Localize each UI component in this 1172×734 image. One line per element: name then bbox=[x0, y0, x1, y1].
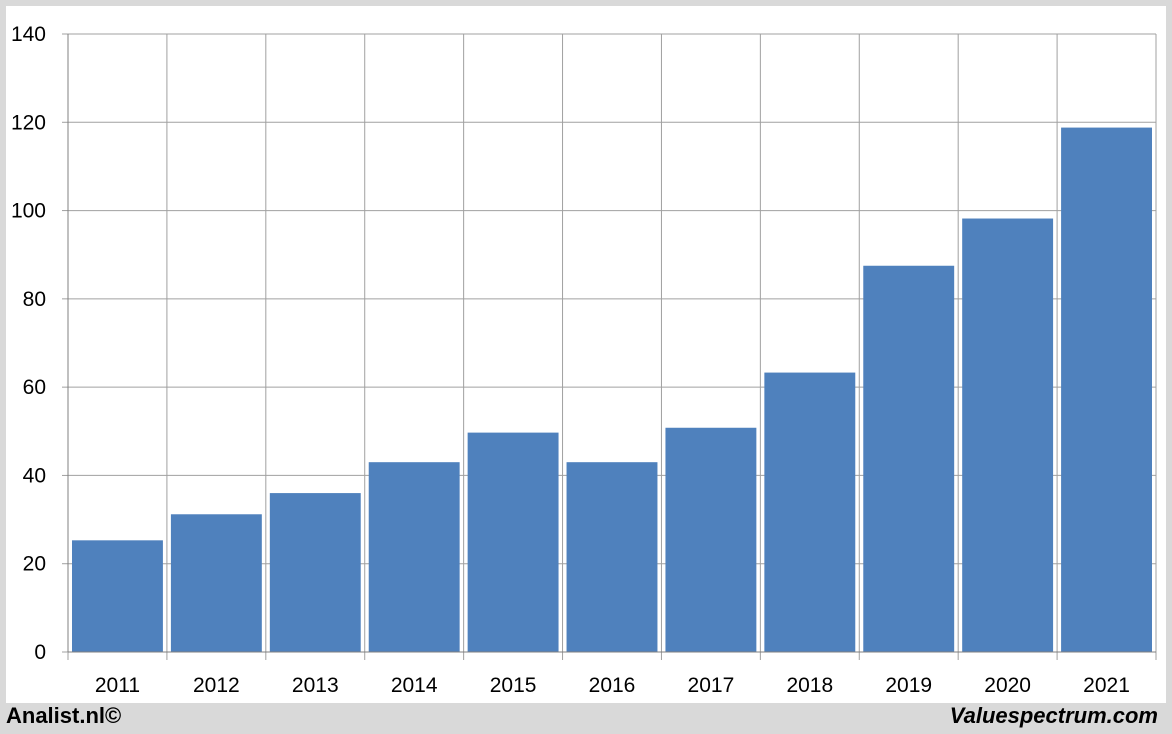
x-tick-label: 2017 bbox=[688, 674, 735, 697]
x-tick-label: 2020 bbox=[984, 674, 1031, 697]
bar-2011 bbox=[72, 540, 163, 652]
y-tick-label: 0 bbox=[34, 641, 46, 664]
y-tick-label: 100 bbox=[11, 200, 46, 223]
bar-2015 bbox=[467, 432, 559, 652]
bar-2021 bbox=[1061, 127, 1152, 652]
y-tick-label: 40 bbox=[23, 464, 46, 487]
x-tick-label: 2016 bbox=[589, 674, 636, 697]
y-tick-label: 80 bbox=[23, 288, 46, 311]
bar-2019 bbox=[863, 265, 955, 652]
bar-2014 bbox=[368, 462, 460, 652]
source-credit: Analist.nl© bbox=[6, 703, 122, 728]
x-tick-label: 2019 bbox=[885, 674, 932, 697]
y-tick-label: 60 bbox=[23, 376, 46, 399]
x-tick-label: 2015 bbox=[490, 674, 537, 697]
x-tick-label: 2018 bbox=[786, 674, 833, 697]
bar-2020 bbox=[962, 218, 1054, 652]
bar-2013 bbox=[269, 493, 361, 652]
x-tick-label: 2012 bbox=[193, 674, 240, 697]
y-tick-label: 20 bbox=[23, 553, 46, 576]
x-tick-label: 2014 bbox=[391, 674, 438, 697]
y-tick-label: 140 bbox=[11, 23, 46, 46]
bar-2017 bbox=[665, 427, 757, 652]
bar-2018 bbox=[764, 372, 856, 652]
bar-2016 bbox=[566, 462, 658, 652]
bar-2012 bbox=[170, 514, 262, 652]
x-tick-label: 2021 bbox=[1083, 674, 1130, 697]
y-tick-label: 120 bbox=[11, 111, 46, 134]
x-tick-label: 2013 bbox=[292, 674, 339, 697]
brand-credit: Valuespectrum.com bbox=[949, 703, 1158, 728]
x-tick-label: 2011 bbox=[95, 674, 140, 697]
